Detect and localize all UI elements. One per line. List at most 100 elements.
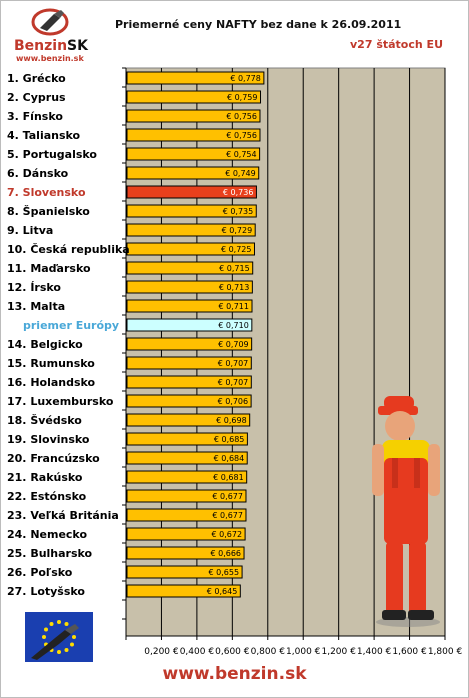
fuel-nozzle-icon	[31, 8, 69, 36]
category-label: 9. Litva	[7, 224, 53, 237]
bar	[126, 337, 253, 351]
eu-flag-icon	[25, 612, 93, 662]
bar-value-label: € 0,778	[230, 74, 261, 83]
category-label: 1. Grécko	[7, 72, 66, 85]
footer-url[interactable]: www.benzin.sk	[162, 664, 307, 684]
eu-star-icon	[42, 635, 46, 639]
bar-value-label: € 0,681	[213, 473, 244, 482]
category-label: 20. Francúzsko	[7, 452, 100, 465]
bar-value-label: € 0,677	[212, 492, 243, 501]
fuel-attendant-mascot-icon	[372, 396, 440, 627]
bar-value-label: € 0,685	[214, 435, 245, 444]
bar	[126, 90, 262, 104]
category-label: 11. Maďarsko	[7, 262, 91, 275]
bar	[126, 185, 257, 199]
bar-value-label: € 0,754	[226, 150, 257, 159]
category-label: 5. Portugalsko	[7, 148, 97, 161]
bar-value-label: € 0,706	[218, 397, 249, 406]
bar-value-label: € 0,729	[222, 226, 253, 235]
bar-value-label: € 0,710	[218, 321, 249, 330]
bar	[126, 470, 248, 484]
category-label: 23. Veľká Británia	[7, 509, 119, 522]
category-label: 26. Poľsko	[7, 566, 73, 579]
category-label: 14. Belgicko	[7, 338, 83, 351]
bar	[126, 432, 248, 446]
chart-title: Priemerné ceny NAFTY bez dane k 26.09.20…	[115, 18, 402, 31]
bar-value-label: € 0,707	[218, 378, 249, 387]
logo-url: www.benzin.sk	[16, 54, 84, 63]
x-tick-label: 0,600 €	[215, 647, 250, 657]
category-label: 7. Slovensko	[7, 186, 86, 199]
bar-value-label: € 0,749	[225, 169, 256, 178]
eu-star-icon	[57, 650, 61, 654]
bar	[126, 280, 253, 294]
benzin-logo[interactable]: BenzinSK www.benzin.sk	[14, 6, 88, 64]
category-label: priemer Európy	[23, 319, 119, 332]
category-label: 4. Taliansko	[7, 129, 81, 142]
bar	[126, 299, 253, 313]
bar-value-label: € 0,711	[218, 302, 249, 311]
bar	[126, 166, 260, 180]
category-label: 13. Malta	[7, 300, 65, 313]
eu-star-icon	[64, 647, 69, 652]
eu-star-icon	[44, 627, 49, 632]
bar	[126, 565, 243, 579]
bar-value-label: € 0,713	[219, 283, 250, 292]
category-label: 24. Nemecko	[7, 528, 87, 541]
category-label: 19. Slovinsko	[7, 433, 90, 446]
category-label: 18. Švédsko	[7, 414, 82, 427]
category-label: 6. Dánsko	[7, 167, 69, 180]
bar	[126, 223, 256, 237]
bar	[126, 242, 255, 256]
logo-brand: BenzinSK	[14, 38, 88, 54]
bar	[126, 375, 252, 389]
bar-value-label: € 0,677	[212, 511, 243, 520]
bar-value-label: € 0,725	[221, 245, 252, 254]
bar	[126, 261, 254, 275]
category-label: 8. Španielsko	[7, 205, 90, 218]
bar	[126, 356, 252, 370]
bar	[126, 489, 247, 503]
eu-star-icon	[49, 622, 54, 627]
eu-star-icon	[69, 642, 74, 647]
bar-value-label: € 0,655	[209, 568, 240, 577]
bar	[126, 318, 253, 332]
bar	[126, 546, 245, 560]
category-label: 12. Írsko	[7, 281, 61, 294]
bar	[126, 451, 248, 465]
bar-value-label: € 0,715	[219, 264, 250, 273]
x-tick-label: 1,200 €	[321, 647, 356, 657]
bar-value-label: € 0,756	[226, 131, 257, 140]
x-tick-label: 1,600 €	[392, 647, 427, 657]
chart-subtitle: v27 štátoch EU	[350, 38, 443, 51]
eu-star-icon	[72, 635, 76, 639]
category-label: 2. Cyprus	[7, 91, 66, 104]
category-label: 17. Luxembursko	[7, 395, 114, 408]
bar	[126, 147, 261, 161]
bar-value-label: € 0,666	[210, 549, 241, 558]
category-label: 27. Lotyšsko	[7, 585, 85, 598]
bar-value-label: € 0,672	[212, 530, 243, 539]
category-label: 25. Bulharsko	[7, 547, 93, 560]
bar-value-label: € 0,684	[214, 454, 245, 463]
bar-value-label: € 0,736	[223, 188, 254, 197]
category-label: 3. Fínsko	[7, 110, 63, 123]
bar-value-label: € 0,735	[223, 207, 254, 216]
bar-value-label: € 0,707	[218, 359, 249, 368]
bar	[126, 527, 246, 541]
bar	[126, 109, 261, 123]
bar	[126, 584, 241, 598]
bar-value-label: € 0,759	[227, 93, 258, 102]
category-label: 16. Holandsko	[7, 376, 96, 389]
bar	[126, 394, 252, 408]
eu-star-icon	[57, 620, 61, 624]
x-tick-label: 1,000 €	[286, 647, 321, 657]
category-label: 21. Rakúsko	[7, 471, 83, 484]
bar	[126, 413, 251, 427]
eu-star-icon	[64, 622, 69, 627]
bar	[126, 128, 261, 142]
bar-value-label: € 0,756	[226, 112, 257, 121]
bar	[126, 71, 265, 85]
bar-value-label: € 0,645	[207, 587, 238, 596]
